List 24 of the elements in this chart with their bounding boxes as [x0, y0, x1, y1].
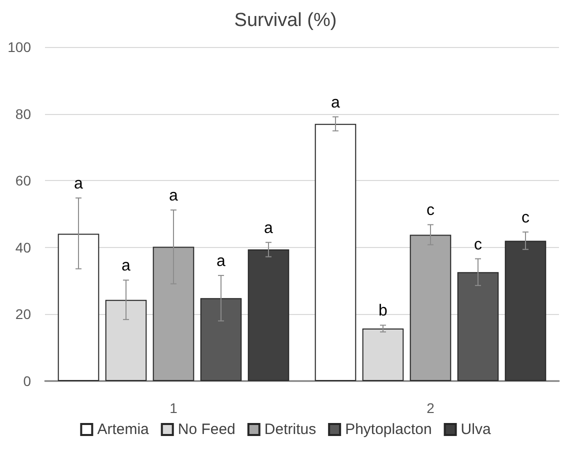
x-tick-label: 2	[426, 400, 435, 416]
y-tick-label: 20	[15, 306, 32, 322]
chart-title: Survival (%)	[234, 10, 337, 31]
data-label: a	[216, 252, 226, 270]
y-tick-label: 0	[23, 373, 32, 389]
data-label: c	[522, 210, 530, 227]
legend-label: Artemia	[97, 421, 150, 438]
data-label: c	[426, 202, 434, 220]
legend-label: Detritus	[264, 421, 316, 438]
legend-label: Ulva	[460, 421, 492, 438]
y-tick-label: 100	[8, 39, 32, 55]
data-label: b	[378, 302, 388, 320]
data-label: a	[122, 258, 131, 275]
y-tick-label: 40	[15, 239, 32, 256]
data-label: a	[264, 220, 274, 237]
data-label: c	[474, 236, 482, 254]
legend-label: No Feed	[178, 421, 236, 438]
legend-label: Phytoplacton	[345, 421, 432, 438]
data-label: a	[169, 187, 178, 204]
y-tick-label: 60	[15, 172, 32, 189]
x-tick-label: 1	[170, 400, 178, 416]
data-label: a	[74, 175, 84, 192]
data-label: a	[331, 94, 340, 112]
y-tick-label: 80	[15, 106, 32, 122]
